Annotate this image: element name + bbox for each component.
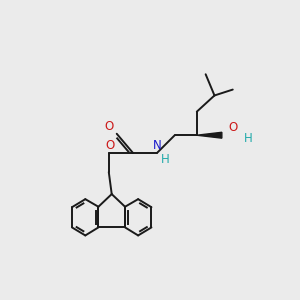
Text: H: H bbox=[244, 132, 253, 145]
Text: H: H bbox=[161, 153, 170, 166]
Text: O: O bbox=[104, 120, 113, 133]
Text: O: O bbox=[228, 121, 238, 134]
Text: N: N bbox=[153, 139, 161, 152]
Polygon shape bbox=[197, 132, 222, 138]
Text: O: O bbox=[106, 139, 115, 152]
